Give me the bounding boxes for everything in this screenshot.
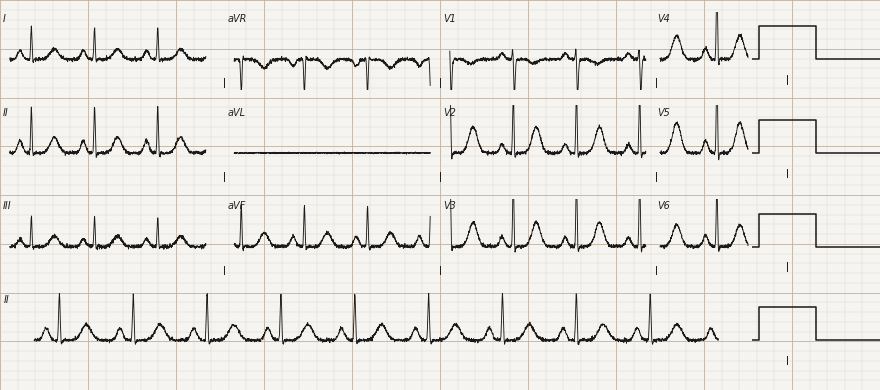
Text: V2: V2: [444, 108, 456, 118]
Text: II: II: [4, 108, 9, 118]
Text: aVF: aVF: [228, 201, 246, 211]
Text: III: III: [4, 201, 11, 211]
Text: V3: V3: [444, 201, 456, 211]
Text: II: II: [4, 295, 10, 305]
Text: aVL: aVL: [228, 108, 246, 118]
Text: V5: V5: [657, 108, 670, 118]
Text: V4: V4: [657, 14, 670, 24]
Text: I: I: [4, 14, 6, 24]
Text: V1: V1: [444, 14, 456, 24]
Text: V6: V6: [657, 201, 670, 211]
Text: aVR: aVR: [228, 14, 247, 24]
